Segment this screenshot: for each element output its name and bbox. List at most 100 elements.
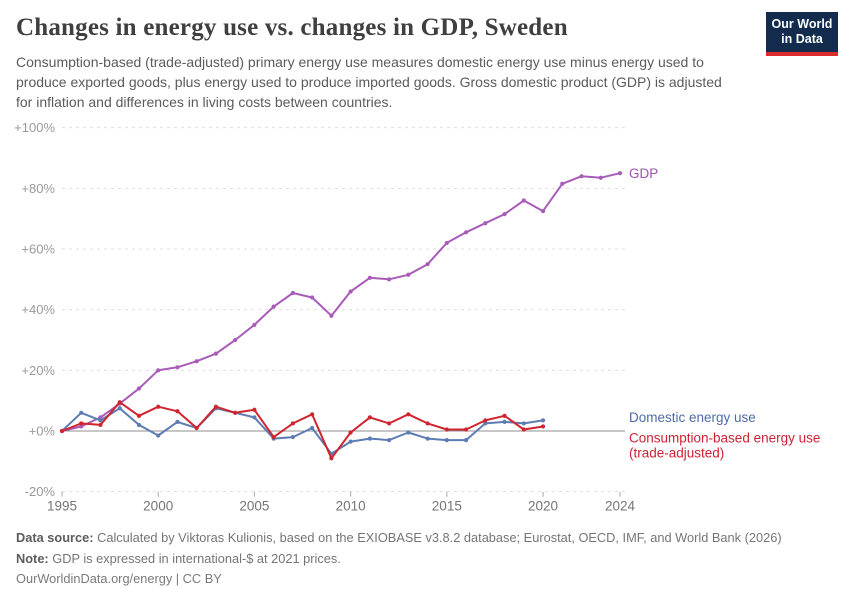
- data-source-line: Data source: Calculated by Viktoras Kuli…: [16, 530, 782, 545]
- data-point-2005: [252, 407, 257, 412]
- data-point-2009: [329, 313, 334, 318]
- data-point-2016: [463, 427, 469, 432]
- series-line[interactable]: [61, 407, 544, 455]
- data-point-2011: [367, 436, 372, 441]
- data-point-2006: [271, 304, 276, 309]
- y-axis-label-60: +60%: [21, 242, 55, 257]
- data-point-2011: [367, 275, 372, 280]
- owid-logo-red-bar: [766, 52, 838, 56]
- data-point-2001: [175, 365, 180, 370]
- series-label-0-line-0: GDP: [629, 166, 658, 181]
- data-point-2006: [271, 434, 276, 440]
- chart-subtitle: Consumption-based (trade-adjusted) prima…: [16, 54, 722, 111]
- data-point-2015: [444, 437, 449, 443]
- data-point-2007: [290, 290, 295, 296]
- data-point-2014: [425, 421, 430, 426]
- data-point-2010: [348, 430, 353, 435]
- data-point-2000: [156, 368, 161, 373]
- data-point-2020: [540, 424, 546, 429]
- note-label: Note:: [16, 551, 49, 566]
- data-point-2003: [213, 404, 219, 409]
- y-axis-label-20: +20%: [21, 363, 55, 378]
- data-point-2002: [194, 359, 199, 364]
- x-axis-label-2015: 2015: [432, 499, 462, 514]
- owid-logo-line1: Our World: [771, 17, 833, 31]
- data-point-1997: [98, 415, 103, 420]
- line-chart: +100% +80% +60% +40% +20% +0% -20%1995 2000 2005…: [14, 120, 820, 514]
- data-point-2021: [560, 181, 565, 186]
- series-label-1-line-0: Domestic energy use: [629, 410, 756, 425]
- data-source-text: Calculated by Viktoras Kulionis, based o…: [93, 530, 782, 545]
- note-line: Note: GDP is expressed in international-…: [16, 551, 341, 566]
- data-point-2004: [233, 337, 238, 343]
- y-axis-label-100: +100%: [14, 120, 55, 135]
- data-point-1999: [136, 386, 142, 391]
- y-axis-label-80: +80%: [21, 181, 55, 196]
- data-point-2019: [521, 198, 526, 203]
- data-point-2000: [156, 433, 161, 438]
- data-point-1995: [59, 428, 65, 434]
- data-source-label: Data source:: [16, 530, 94, 545]
- owid-logo: Our World in Data: [766, 12, 838, 52]
- data-point-2011: [367, 415, 372, 420]
- page-title: Changes in energy use vs. changes in GDP…: [16, 14, 568, 41]
- data-point-2019: [521, 421, 526, 426]
- data-point-2014: [425, 436, 430, 441]
- data-point-2001: [175, 419, 180, 425]
- data-point-2016: [463, 437, 469, 443]
- data-point-2023: [598, 175, 603, 180]
- x-axis-label-2005: 2005: [239, 499, 269, 514]
- data-point-2005: [252, 322, 257, 327]
- data-point-1996: [79, 410, 84, 415]
- data-point-2010: [348, 289, 353, 294]
- data-point-2017: [483, 421, 488, 426]
- y-axis-label-40: +40%: [21, 302, 55, 317]
- x-axis-label-2000: 2000: [143, 499, 173, 514]
- data-point-2004: [233, 410, 238, 415]
- data-point-2020: [540, 418, 546, 423]
- x-axis-label-2010: 2010: [336, 499, 366, 514]
- data-point-2022: [579, 174, 584, 179]
- data-point-2015: [444, 427, 449, 432]
- series-gdp[interactable]: [59, 171, 623, 434]
- data-point-2012: [387, 277, 392, 282]
- data-point-2017: [483, 221, 488, 226]
- data-point-2009: [329, 456, 334, 461]
- data-point-2003: [213, 351, 219, 356]
- data-point-2014: [425, 262, 430, 267]
- series-label-2-line-1: (trade-adjusted): [629, 446, 724, 461]
- series-line[interactable]: [61, 401, 544, 460]
- data-point-1997: [98, 422, 103, 428]
- data-point-2018: [502, 419, 507, 425]
- citation-link[interactable]: OurWorldinData.org/energy | CC BY: [16, 571, 222, 586]
- data-point-1999: [136, 413, 142, 418]
- data-point-2013: [406, 430, 411, 435]
- data-point-1996: [79, 421, 84, 426]
- data-point-2005: [252, 415, 257, 420]
- data-point-2017: [483, 418, 488, 423]
- data-point-2001: [175, 409, 180, 414]
- data-point-2018: [502, 413, 507, 418]
- data-point-2016: [463, 230, 469, 235]
- data-point-2000: [156, 404, 161, 409]
- data-point-2008: [310, 425, 315, 431]
- data-point-1998: [117, 400, 122, 405]
- data-point-1997: [98, 418, 103, 423]
- data-point-2002: [194, 425, 199, 431]
- x-axis-label-1995: 1995: [47, 499, 77, 514]
- data-point-2008: [310, 412, 315, 417]
- y-axis-label-0: +0%: [29, 424, 56, 439]
- series-line[interactable]: [61, 172, 621, 432]
- data-point-2008: [310, 295, 315, 300]
- series-consumption-based-energy-use-trade-adjusted-[interactable]: [59, 400, 546, 461]
- data-point-2015: [444, 240, 449, 246]
- data-point-1999: [136, 422, 142, 428]
- data-point-2010: [348, 439, 353, 444]
- data-point-1996: [79, 424, 84, 429]
- data-point-2013: [406, 272, 411, 277]
- data-point-2024: [617, 171, 623, 176]
- note-text: GDP is expressed in international-$ at 2…: [48, 551, 341, 566]
- data-point-2012: [387, 421, 392, 426]
- data-point-2012: [387, 437, 392, 443]
- data-point-1998: [117, 406, 122, 411]
